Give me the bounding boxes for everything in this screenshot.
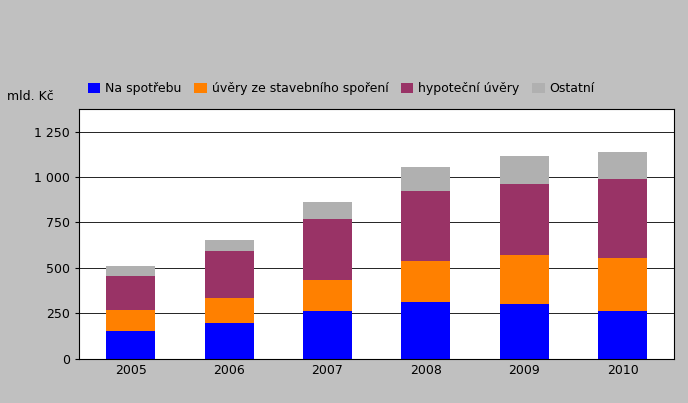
Bar (499, 255, 549, 304)
Bar (106, 276, 155, 310)
Bar (204, 251, 254, 298)
Bar (401, 167, 451, 191)
Bar (499, 304, 549, 359)
Bar (303, 312, 352, 359)
Bar (303, 280, 352, 312)
Bar (106, 330, 155, 359)
Legend: Na spotřebu, úvěry ze stavebního spoření, hypoteční úvěry, Ostatní: Na spotřebu, úvěry ze stavebního spoření… (85, 79, 597, 98)
Bar (303, 219, 352, 280)
Bar (499, 156, 549, 184)
Bar (106, 310, 155, 330)
Bar (598, 258, 647, 311)
Bar (401, 261, 451, 302)
Bar (106, 266, 155, 276)
Bar (303, 202, 352, 219)
Bar (598, 179, 647, 258)
Bar (401, 302, 451, 359)
Bar (598, 152, 647, 179)
Bar (204, 323, 254, 359)
Bar (499, 184, 549, 255)
Bar (204, 240, 254, 251)
Bar (401, 191, 451, 261)
Bar (598, 311, 647, 359)
Bar (204, 298, 254, 323)
Text: mld. Kč: mld. Kč (7, 90, 54, 103)
